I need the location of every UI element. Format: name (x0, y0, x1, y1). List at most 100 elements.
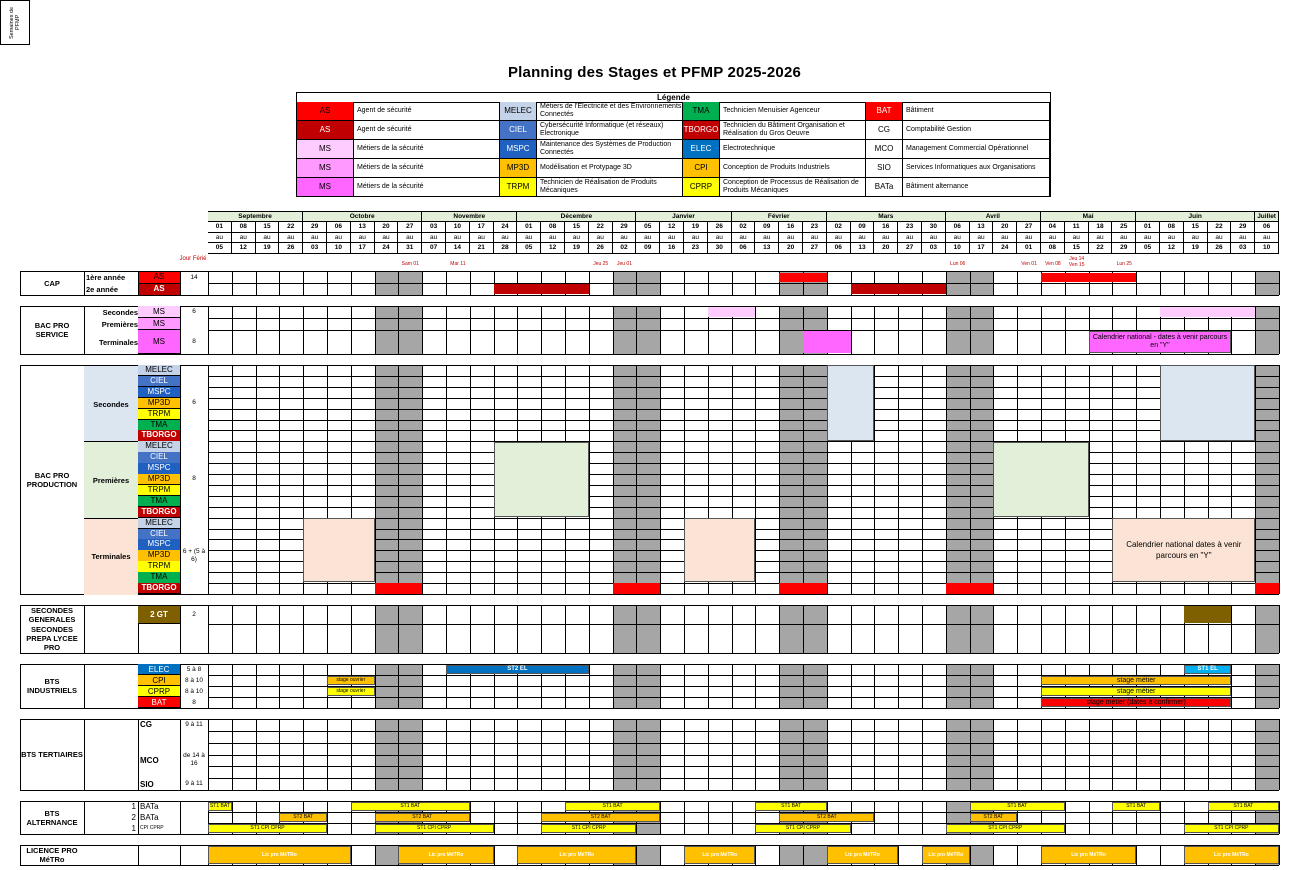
row-line (20, 306, 1279, 307)
col-line (660, 365, 662, 594)
weeks-count: 6 (192, 399, 196, 407)
col-line (180, 365, 181, 594)
col-line (1279, 664, 1280, 708)
col-line (1112, 605, 1114, 653)
week-au: au (350, 233, 375, 243)
week-au: au (850, 233, 875, 243)
legend-description: Métiers de l'Electricité et des Environn… (537, 102, 683, 121)
week-end: 13 (755, 243, 780, 254)
week-end: 02 (612, 243, 637, 254)
week-au: au (1183, 233, 1208, 243)
col-line (493, 306, 495, 354)
col-line (1231, 605, 1233, 653)
legend-code: TBORGO (683, 121, 720, 140)
week-end: 13 (850, 243, 875, 254)
class-code: SIO (140, 779, 154, 789)
col-line (826, 306, 828, 354)
pfmp-block (493, 441, 589, 517)
week-start: 06 (327, 222, 351, 233)
col-line (850, 719, 852, 790)
row-label: Secondes (102, 307, 138, 317)
week-start: 27 (1017, 222, 1041, 233)
col-line (826, 365, 828, 594)
week-au: au (327, 233, 351, 243)
closed-week (945, 605, 970, 653)
licence-pro-bar: Lic pro MéTRo (1041, 846, 1137, 864)
col-line (684, 801, 685, 834)
col-line (374, 845, 376, 865)
col-line (1279, 719, 1280, 790)
week-start: 15 (565, 222, 589, 233)
week-end: 03 (922, 243, 946, 254)
legend-description: Bâtiment (903, 102, 1050, 121)
week-start: 01 (517, 222, 542, 233)
col-line (1183, 306, 1185, 354)
week-end: 27 (898, 243, 922, 254)
col-line (803, 605, 804, 653)
col-line (636, 271, 638, 295)
col-line (255, 306, 257, 354)
col-line (660, 801, 662, 834)
col-line (469, 365, 471, 594)
class-code: CPRP (138, 686, 180, 697)
col-line (231, 306, 233, 354)
week-start: 03 (422, 222, 446, 233)
closed-week (969, 365, 994, 594)
col-line (1088, 801, 1090, 834)
month-header: Avril (945, 211, 1041, 222)
col-line (350, 801, 352, 834)
row-line (208, 766, 1279, 768)
class-code: ELEC (138, 664, 180, 675)
col-line (303, 365, 305, 594)
week-start: 13 (350, 222, 375, 233)
col-line (1136, 801, 1138, 834)
closed-week (779, 845, 803, 865)
col-line (1041, 271, 1042, 295)
week-au: au (636, 233, 661, 243)
week-end: 10 (945, 243, 970, 254)
pfmp-block (1160, 365, 1256, 441)
week-start: 08 (231, 222, 256, 233)
col-line (327, 605, 328, 653)
closed-week (1255, 605, 1279, 653)
class-code: MP3D (138, 550, 180, 562)
col-line (517, 271, 519, 295)
col-line (565, 605, 566, 653)
col-line (1160, 271, 1161, 295)
week-au: au (231, 233, 256, 243)
col-line (969, 271, 971, 295)
pfmp-block (826, 365, 875, 441)
page-title: Planning des Stages et PFMP 2025-2026 (507, 64, 802, 81)
class-code: AS (138, 272, 180, 284)
col-line (303, 306, 305, 354)
week-au: au (1064, 233, 1089, 243)
week-start: 01 (1136, 222, 1160, 233)
weeks-pfmp-header: Semaines de PFMP (0, 0, 30, 45)
week-start: 16 (874, 222, 899, 233)
closed-week (803, 365, 827, 594)
legend-description: Cybersécurité Informatique (et réseaux) … (537, 121, 683, 140)
col-line (1112, 664, 1114, 708)
col-line (826, 664, 828, 708)
legend-code: CPRP (683, 178, 720, 197)
col-line (1017, 664, 1019, 708)
row-line (208, 330, 1279, 331)
col-line (303, 605, 305, 653)
legend-code: TRPM (500, 178, 537, 197)
week-start: 15 (1183, 222, 1208, 233)
col-line (1112, 719, 1114, 790)
col-line (755, 271, 757, 295)
legend-description: Métiers de la sécurité (354, 140, 500, 159)
week-start: 06 (945, 222, 970, 233)
col-line (208, 306, 209, 354)
class-code: 2 GT (138, 606, 180, 624)
row-line (208, 506, 1279, 508)
col-line (898, 365, 900, 594)
col-line (1183, 719, 1185, 790)
tborgo-period (398, 583, 423, 594)
legend-code: AS (297, 102, 354, 121)
alternance-bar: ST1 CPI CPRP (541, 824, 637, 833)
week-end: 29 (1112, 243, 1137, 254)
col-line (327, 719, 328, 790)
stage-metier-bar: stage métier (1041, 687, 1232, 696)
